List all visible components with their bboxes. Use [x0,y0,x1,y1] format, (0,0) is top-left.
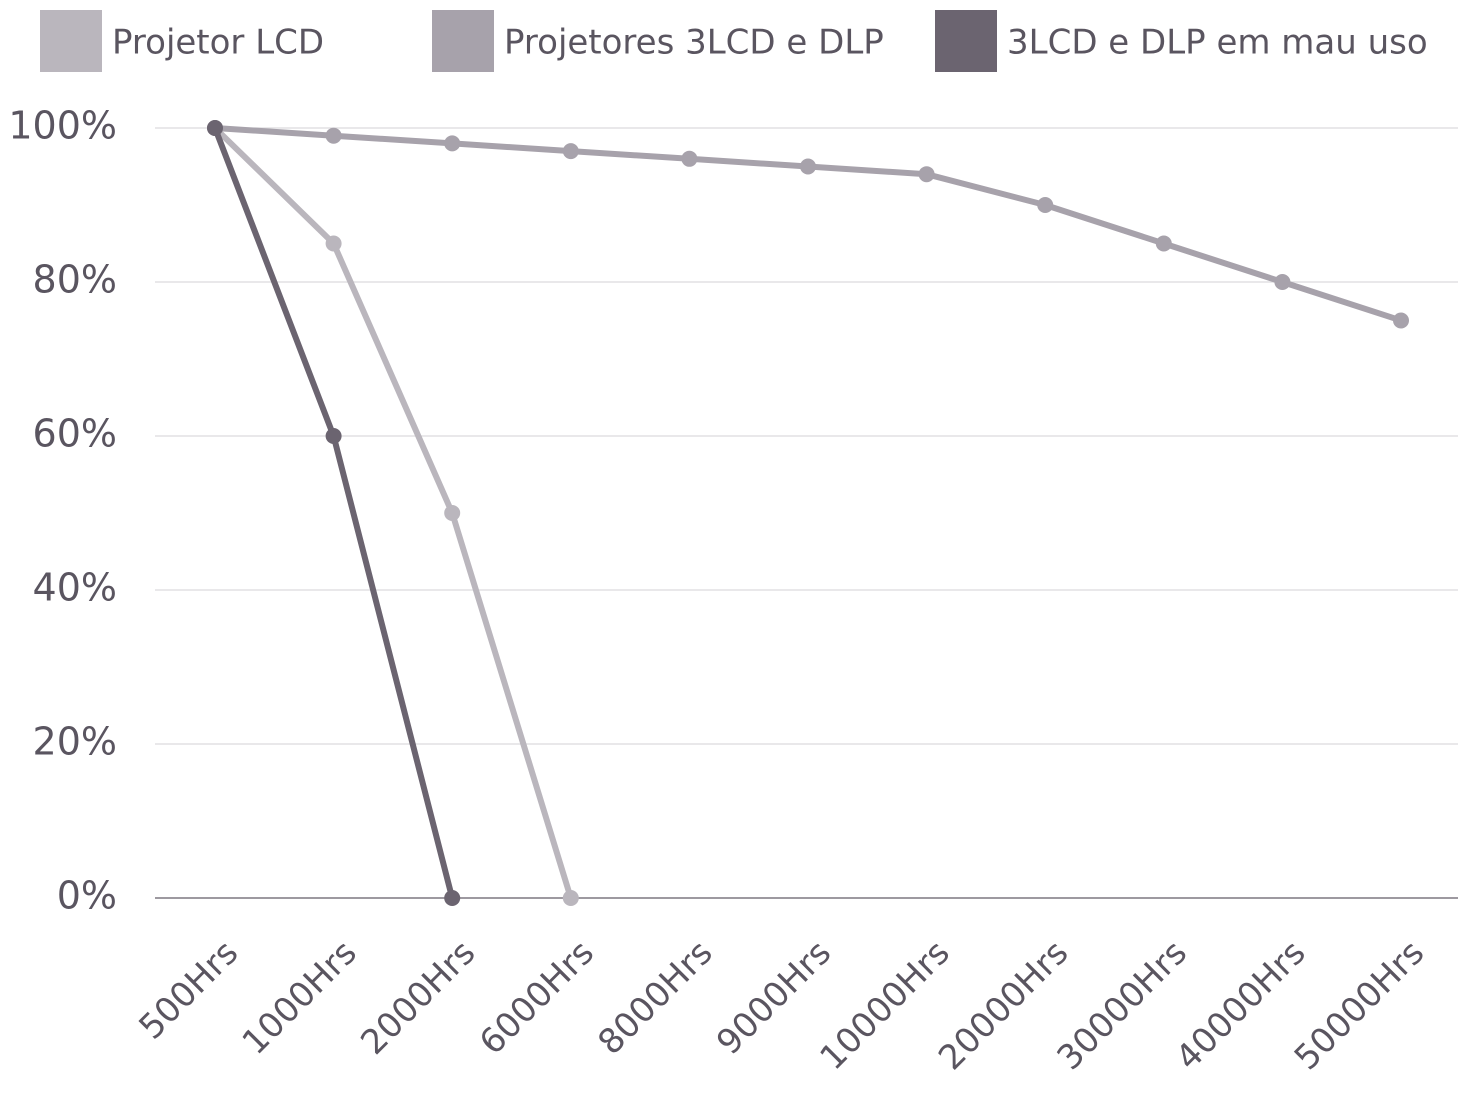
x-tick-label: 1000Hrs [235,933,365,1063]
data-point [562,890,579,906]
data-point [207,120,223,136]
data-point [444,505,461,521]
legend-label: Projetores 3LCD e DLP [504,23,884,63]
y-tick-label: 20% [33,720,117,764]
x-tick-label: 8000Hrs [591,933,721,1063]
x-tick-label: 2000Hrs [353,933,483,1063]
series-line [214,125,1402,324]
data-point [800,158,816,175]
data-point [918,166,935,183]
y-tick-label: 100% [8,104,117,148]
data-point [1393,312,1409,329]
data-point [1155,235,1172,252]
x-tick-label: 6000Hrs [472,933,602,1063]
data-point [562,143,579,160]
legend-label: 3LCD e DLP em mau uso [1007,23,1428,63]
x-tick-label: 500Hrs [131,933,246,1048]
data-point [325,428,342,444]
data-point [1274,274,1291,290]
data-point [444,135,461,152]
series-line [212,125,574,899]
y-tick-label: 40% [33,566,117,610]
legend-label: Projetor LCD [112,23,324,63]
x-tick-label: 50000Hrs [1287,933,1432,1078]
data-point [444,890,461,906]
legend-swatch [432,10,494,72]
x-tick-label: 20000Hrs [931,933,1076,1078]
x-tick-label: 10000Hrs [812,933,957,1078]
y-tick-label: 0% [57,874,117,918]
x-tick-label: 40000Hrs [1168,933,1313,1078]
data-point [1037,197,1054,213]
data-point [325,235,342,252]
data-point [681,150,698,167]
y-tick-label: 80% [33,258,117,302]
x-tick-label: 30000Hrs [1050,933,1195,1078]
legend-swatch [935,10,997,72]
y-tick-label: 60% [33,412,117,456]
data-point [325,127,342,144]
legend-swatch [40,10,102,72]
